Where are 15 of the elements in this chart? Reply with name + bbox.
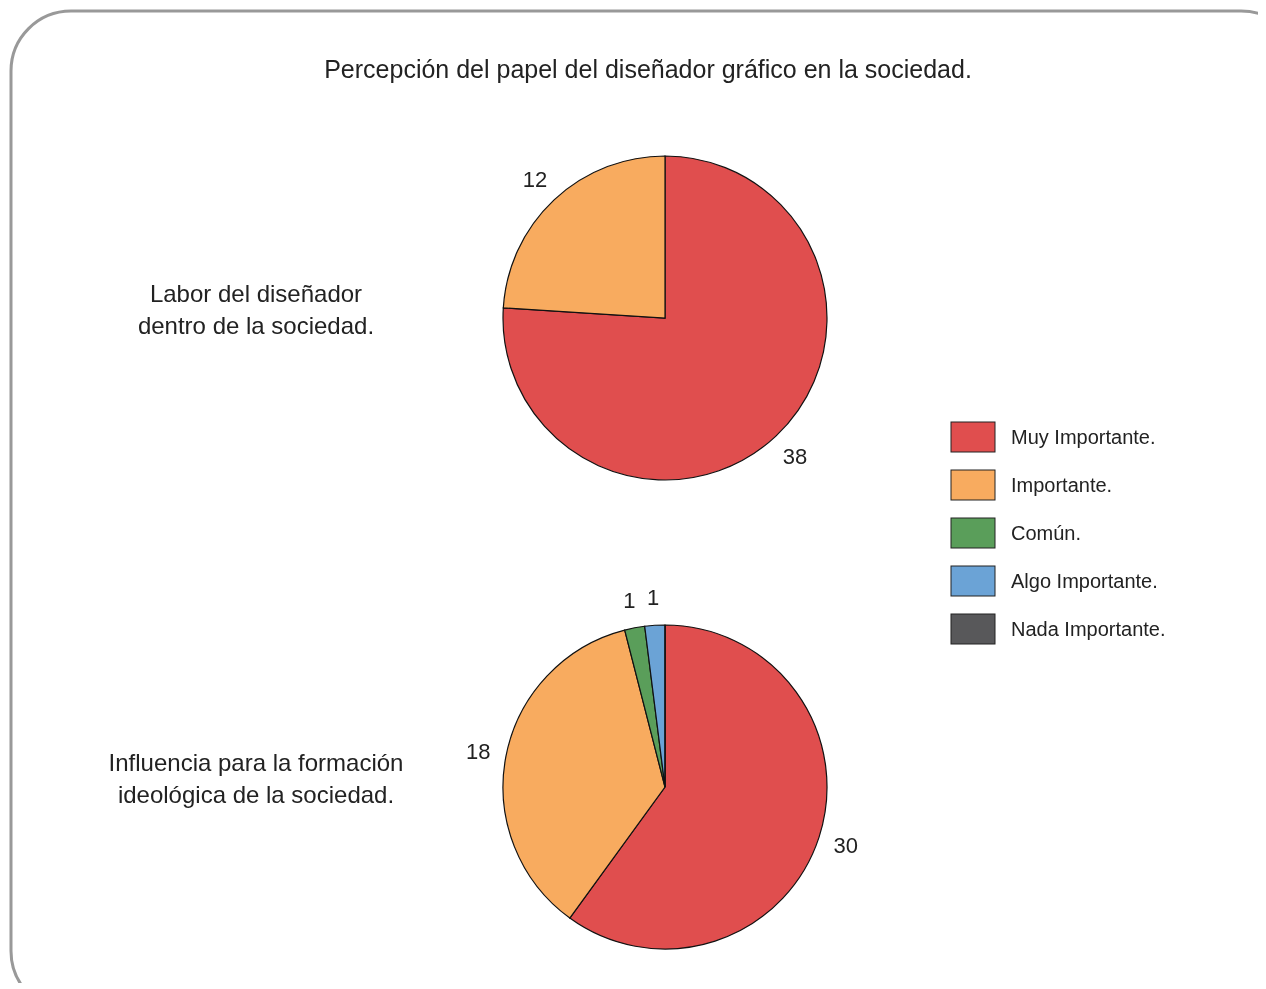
text: Percepción del papel del diseñador gráfico en la sociedad. xyxy=(324,55,972,83)
text: Influencia para la formación ideológica de la sociedad. xyxy=(108,749,404,808)
legend-label: Común. xyxy=(1011,522,1082,544)
legend-label: Nada Importante. xyxy=(1011,618,1166,640)
data-label: 30 xyxy=(833,833,858,859)
data-label: 38 xyxy=(782,444,808,470)
legend-label: Algo Importante. xyxy=(1011,570,1158,592)
text: Labor del diseñador dentro de la sociedad. xyxy=(137,280,375,339)
data-label: 1 xyxy=(623,588,636,614)
pie-slice xyxy=(502,155,828,481)
data-label: 1 xyxy=(646,585,660,611)
data-label: 12 xyxy=(522,167,548,193)
legend-label: Importante. xyxy=(1011,474,1113,496)
legend-label: Muy Importante. xyxy=(1011,426,1156,448)
data-label: 18 xyxy=(466,739,491,765)
